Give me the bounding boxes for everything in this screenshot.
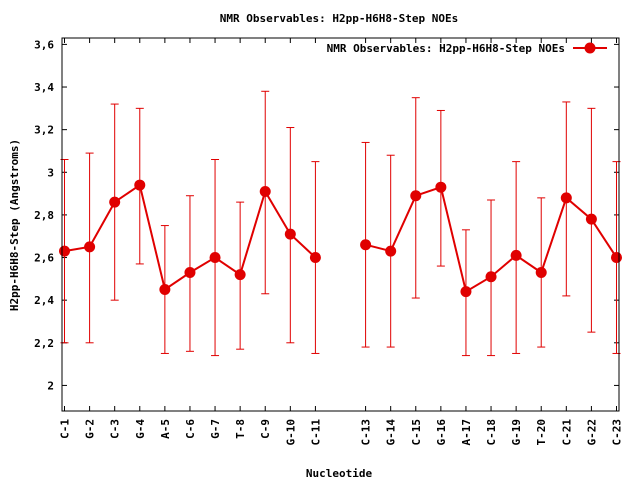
y-tick-label: 3,4 [34, 81, 54, 94]
y-tick-label: 3,2 [34, 124, 54, 137]
y-tick-label: 3 [47, 166, 54, 179]
data-point [84, 241, 96, 253]
data-point [134, 179, 146, 191]
data-point [485, 271, 497, 283]
data-point [435, 181, 447, 193]
x-tick-label: C-6 [184, 419, 197, 439]
data-point [234, 269, 246, 281]
x-tick-label: G-14 [385, 419, 398, 446]
series-lines [64, 183, 618, 294]
y-tick-label: 2,8 [34, 209, 54, 222]
legend-marker [584, 42, 596, 54]
y-tick-label: 2,2 [34, 337, 54, 350]
data-points [59, 179, 622, 298]
x-tick-label: G-19 [510, 419, 523, 446]
x-axis-label: Nucleotide [306, 467, 373, 480]
data-point [610, 252, 622, 264]
data-point [410, 190, 422, 202]
y-tick-label: 2 [47, 379, 54, 392]
x-tick-label: C-21 [560, 419, 573, 446]
x-tick-label: T-20 [535, 419, 548, 446]
x-tick-label: C-9 [259, 419, 272, 439]
plot-frame [61, 37, 620, 412]
x-tick-label: G-4 [134, 419, 147, 439]
data-point [259, 185, 271, 197]
data-point [109, 196, 121, 208]
y-axis-label: H2pp-H6H8-Step (Angstroms) [8, 139, 21, 311]
x-tick-label: C-11 [309, 419, 322, 446]
data-point [510, 249, 522, 261]
x-tick-label: A-17 [460, 419, 473, 446]
data-point [309, 252, 321, 264]
data-point [284, 228, 296, 240]
x-axis-ticks: C-1 G-2 C-3 G-4 A-5 C-6 G-7 T-8 C-9 G-10 C-11 C-13 G… [59, 38, 623, 446]
x-tick-label: G-16 [435, 419, 448, 446]
data-point [159, 284, 171, 296]
data-point [184, 266, 196, 278]
y-tick-label: 3,6 [34, 38, 54, 51]
x-tick-label: C-1 [59, 419, 72, 439]
data-point [585, 213, 597, 225]
x-tick-label: C-15 [410, 419, 423, 446]
x-tick-label: G-10 [284, 419, 297, 446]
data-point [360, 239, 372, 251]
y-tick-label: 2,6 [34, 252, 54, 265]
legend-label: NMR Observables: H2pp-H6H8-Step NOEs [327, 42, 565, 55]
x-tick-label: G-7 [209, 419, 222, 439]
y-axis-ticks: 2 2,2 2,4 2,6 2,8 3 3,2 3,4 3,6 [34, 38, 619, 392]
x-tick-label: C-3 [109, 419, 122, 439]
error-bars [60, 90, 621, 357]
x-tick-label: A-5 [159, 419, 172, 439]
data-point [460, 286, 472, 298]
data-point [209, 252, 221, 264]
data-point [59, 245, 71, 257]
x-tick-label: T-8 [234, 419, 247, 439]
y-tick-label: 2,4 [34, 294, 54, 307]
data-point [535, 266, 547, 278]
x-tick-label: C-23 [610, 419, 623, 446]
chart-title: NMR Observables: H2pp-H6H8-Step NOEs [220, 12, 458, 25]
x-tick-label: C-13 [360, 419, 373, 446]
data-point [560, 192, 572, 204]
x-tick-label: C-18 [485, 419, 498, 446]
data-point [385, 245, 397, 257]
x-tick-label: G-22 [585, 419, 598, 446]
x-tick-label: G-2 [84, 419, 97, 439]
legend: NMR Observables: H2pp-H6H8-Step NOEs [327, 42, 607, 55]
